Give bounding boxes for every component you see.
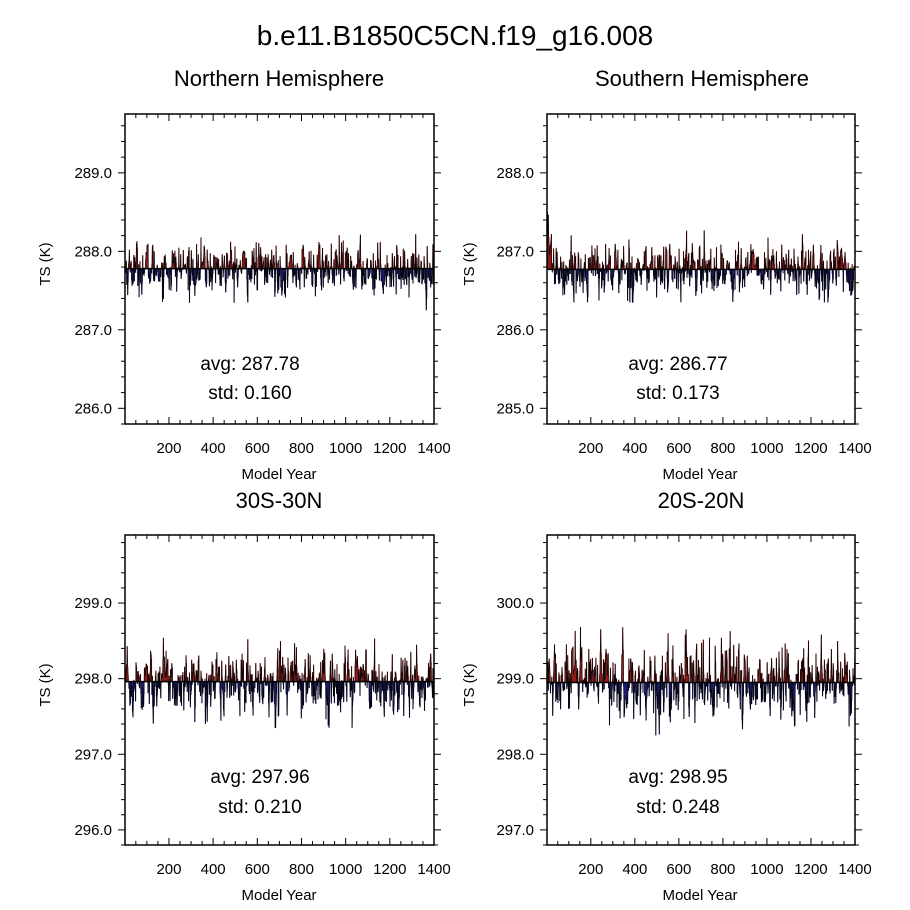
ts-line — [546, 212, 856, 303]
ts-line — [124, 234, 435, 311]
figure-title: b.e11.B1850C5CN.f19_g16.008 — [256, 20, 654, 51]
x-tick-label: 800 — [289, 440, 314, 457]
y-tick-label: 287.0 — [74, 322, 112, 339]
x-tick-label: 1200 — [373, 440, 406, 457]
y-tick-label: 288.0 — [74, 243, 112, 260]
x-tick-label: 1200 — [794, 440, 827, 457]
x-axis-label: Model Year — [662, 466, 737, 483]
y-tick-label: 300.0 — [496, 595, 534, 612]
ts-series — [124, 234, 435, 311]
y-axis-label: TS (K) — [37, 242, 54, 285]
x-tick-label: 600 — [245, 861, 270, 878]
plot-frame — [124, 534, 435, 846]
x-tick-label: 200 — [578, 440, 603, 457]
plot-frame — [124, 113, 435, 425]
panel-30s-30n: 30S-30N 200 400 600 800 1000 1200 1400 296.0 297… — [37, 488, 451, 904]
ts-series — [124, 637, 435, 729]
std-annotation: std: 0.248 — [636, 797, 719, 818]
ts-line — [124, 637, 435, 729]
x-tick-label: 1400 — [838, 440, 871, 457]
panel-20s-20n: 20S-20N 200 400 600 800 1000 1200 1400 297.0 298… — [461, 488, 872, 904]
x-tick-label: 600 — [666, 440, 691, 457]
x-tick-label: 1000 — [750, 861, 783, 878]
y-tick-label: 286.0 — [496, 322, 534, 339]
std-annotation: std: 0.160 — [208, 383, 291, 404]
x-tick-label: 800 — [710, 861, 735, 878]
avg-annotation: avg: 298.95 — [628, 767, 727, 788]
y-axis-label: TS (K) — [461, 663, 478, 706]
panel-northern-hemisphere: Northern Hemisphere 200 400 600 800 1000 1200… — [37, 66, 451, 483]
x-tick-label: 1200 — [794, 861, 827, 878]
x-tick-label: 400 — [201, 440, 226, 457]
x-tick-label: 800 — [289, 861, 314, 878]
x-axis-label: Model Year — [241, 887, 316, 904]
y-tick-label: 299.0 — [74, 595, 112, 612]
y-tick-label: 285.0 — [496, 400, 534, 417]
x-tick-label: 1000 — [329, 861, 362, 878]
x-tick-label: 800 — [710, 440, 735, 457]
std-annotation: std: 0.210 — [218, 797, 301, 818]
y-tick-label: 287.0 — [496, 243, 534, 260]
x-tick-label: 400 — [622, 440, 647, 457]
x-tick-label: 1000 — [750, 440, 783, 457]
y-tick-label: 289.0 — [74, 165, 112, 182]
x-tick-label: 200 — [156, 861, 181, 878]
x-tick-label: 1400 — [838, 861, 871, 878]
y-tick-label: 297.0 — [74, 746, 112, 763]
panel-title: Southern Hemisphere — [595, 66, 809, 91]
plot-frame — [546, 534, 856, 846]
avg-annotation: avg: 287.78 — [200, 354, 299, 375]
ts-series — [546, 626, 856, 736]
y-tick-label: 296.0 — [74, 822, 112, 839]
std-annotation: std: 0.173 — [636, 383, 719, 404]
y-axis-label: TS (K) — [37, 663, 54, 706]
y-tick-label: 298.0 — [496, 746, 534, 763]
y-axis-label: TS (K) — [461, 242, 478, 285]
y-tick-label: 288.0 — [496, 165, 534, 182]
plot-frame — [546, 113, 856, 425]
y-tick-label: 286.0 — [74, 400, 112, 417]
x-tick-label: 200 — [578, 861, 603, 878]
y-tick-label: 299.0 — [496, 671, 534, 688]
x-tick-label: 1400 — [417, 440, 450, 457]
x-tick-label: 1000 — [329, 440, 362, 457]
ts-line — [546, 626, 856, 736]
y-tick-label: 297.0 — [496, 822, 534, 839]
x-tick-label: 1400 — [417, 861, 450, 878]
panel-southern-hemisphere: Southern Hemisphere 200 400 600 800 1000 1200… — [461, 66, 872, 483]
avg-annotation: avg: 297.96 — [210, 767, 309, 788]
panel-title: 20S-20N — [658, 488, 745, 513]
y-tick-label: 298.0 — [74, 671, 112, 688]
x-tick-label: 600 — [666, 861, 691, 878]
x-axis-label: Model Year — [662, 887, 737, 904]
panel-title: 30S-30N — [236, 488, 323, 513]
x-tick-label: 400 — [622, 861, 647, 878]
ts-series — [546, 212, 856, 303]
x-tick-label: 400 — [201, 861, 226, 878]
panel-title: Northern Hemisphere — [174, 66, 384, 91]
x-tick-label: 1200 — [373, 861, 406, 878]
x-tick-label: 600 — [245, 440, 270, 457]
x-axis-label: Model Year — [241, 466, 316, 483]
avg-annotation: avg: 286.77 — [628, 354, 727, 375]
x-tick-label: 200 — [156, 440, 181, 457]
